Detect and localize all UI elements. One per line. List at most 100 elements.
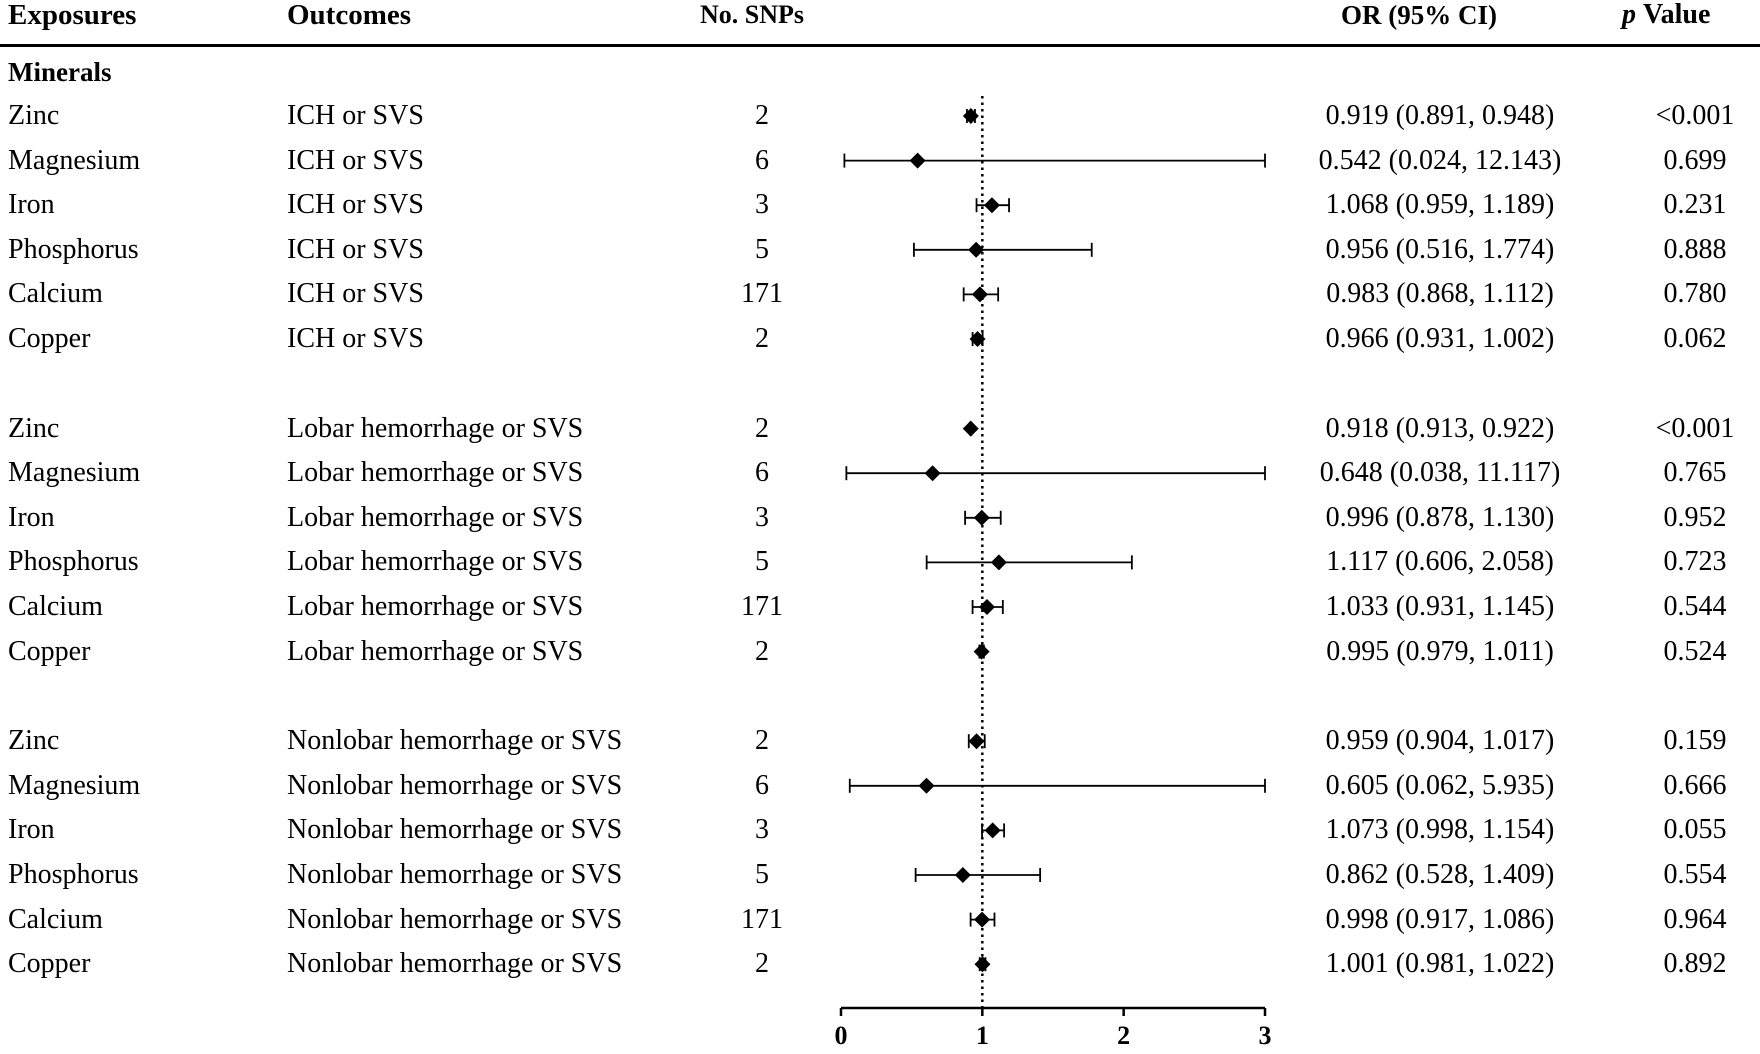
outcome-cell: Lobar hemorrhage or SVS xyxy=(287,591,584,622)
or-ci-cell: 1.073 (0.998, 1.154) xyxy=(1325,814,1555,846)
p-value-cell: 0.554 xyxy=(1663,859,1727,890)
outcome-cell: ICH or SVS xyxy=(287,323,424,354)
or-ci-cell: 0.648 (0.038, 11.117) xyxy=(1319,457,1561,489)
section-title: Minerals xyxy=(8,57,112,87)
snps-cell: 3 xyxy=(755,814,769,846)
table-row: Zinc Lobar hemorrhage or SVS 2 0.918 (0.913… xyxy=(0,407,1760,451)
outcome-cell: Nonlobar hemorrhage or SVS xyxy=(287,769,623,801)
outcome-cell: Nonlobar hemorrhage or SVS xyxy=(287,859,623,890)
table-row: Phosphorus Lobar hemorrhage or SVS 5 1.117 … xyxy=(0,540,1760,584)
table-row: Iron Nonlobar hemorrhage or SVS 3 1.073 (0.… xyxy=(0,808,1760,852)
header-p-rest: Value xyxy=(1643,0,1711,30)
p-value-cell: 0.524 xyxy=(1663,635,1727,667)
exposure-cell: Zinc xyxy=(8,725,60,757)
p-value-cell: 0.892 xyxy=(1663,948,1727,980)
or-ci-cell: 0.959 (0.904, 1.017) xyxy=(1325,725,1555,757)
or-ci-cell: 0.862 (0.528, 1.409) xyxy=(1325,859,1555,890)
exposure-cell: Iron xyxy=(8,814,55,846)
p-value-cell: 0.723 xyxy=(1663,546,1727,578)
or-ci-cell: 1.001 (0.981, 1.022) xyxy=(1325,948,1555,980)
exposure-cell: Magnesium xyxy=(8,769,141,801)
p-value-cell: 0.159 xyxy=(1663,725,1727,757)
exposure-cell: Iron xyxy=(8,501,55,533)
table-row: Copper Nonlobar hemorrhage or SVS 2 1.001 (… xyxy=(0,942,1760,986)
p-value-cell: 0.780 xyxy=(1663,278,1727,310)
point-estimate-marker xyxy=(968,733,985,750)
header-outcomes: Outcomes xyxy=(287,0,412,31)
snps-cell: 5 xyxy=(755,546,769,578)
table-row: Phosphorus Nonlobar hemorrhage or SVS 5 0.8… xyxy=(0,853,1760,897)
point-estimate-marker xyxy=(918,777,935,794)
exposure-cell: Copper xyxy=(8,948,91,980)
outcome-cell: ICH or SVS xyxy=(287,100,424,131)
point-estimate-marker xyxy=(978,599,995,615)
point-estimate-marker xyxy=(984,822,1001,839)
snps-cell: 6 xyxy=(755,457,769,489)
or-ci-cell: 0.983 (0.868, 1.112) xyxy=(1326,278,1554,310)
table-row: Calcium Lobar hemorrhage or SVS 171 1.033 (… xyxy=(0,585,1760,629)
exposure-cell: Phosphorus xyxy=(8,233,139,265)
or-ci-cell: 1.117 (0.606, 2.058) xyxy=(1326,546,1554,578)
point-estimate-marker xyxy=(990,554,1007,571)
outcome-cell: Lobar hemorrhage or SVS xyxy=(287,501,584,533)
p-value-cell: <0.001 xyxy=(1655,100,1735,131)
table-row: Zinc Nonlobar hemorrhage or SVS 2 0.959 (0.… xyxy=(0,719,1760,763)
snps-cell: 6 xyxy=(755,769,769,801)
exposure-cell: Calcium xyxy=(8,278,103,310)
table-row: Magnesium ICH or SVS 6 0.542 (0.024, 12.143… xyxy=(0,139,1760,183)
x-tick-label: 1 xyxy=(976,1021,989,1050)
exposure-cell: Phosphorus xyxy=(8,859,139,890)
exposure-cell: Copper xyxy=(8,323,91,354)
snps-cell: 2 xyxy=(755,100,769,131)
or-ci-cell: 1.068 (0.959, 1.189) xyxy=(1325,189,1555,221)
point-estimate-marker xyxy=(962,108,979,124)
point-estimate-marker xyxy=(974,956,991,973)
table-row: Copper Lobar hemorrhage or SVS 2 0.995 (0.9… xyxy=(0,630,1760,674)
outcome-cell: ICH or SVS xyxy=(287,278,424,310)
snps-cell: 171 xyxy=(741,903,783,935)
exposure-cell: Calcium xyxy=(8,903,103,935)
or-ci-cell: 0.966 (0.931, 1.002) xyxy=(1325,323,1555,354)
outcome-cell: Lobar hemorrhage or SVS xyxy=(287,546,584,578)
or-ci-cell: 0.956 (0.516, 1.774) xyxy=(1325,233,1555,265)
or-ci-cell: 0.918 (0.913, 0.922) xyxy=(1325,412,1555,444)
point-estimate-marker xyxy=(973,643,990,660)
snps-cell: 171 xyxy=(741,591,783,622)
exposure-cell: Calcium xyxy=(8,591,103,622)
p-value-cell: <0.001 xyxy=(1655,412,1735,444)
snps-cell: 3 xyxy=(755,501,769,533)
p-value-cell: 0.062 xyxy=(1663,323,1727,354)
point-estimate-marker xyxy=(962,420,979,437)
exposure-cell: Copper xyxy=(8,635,91,667)
outcome-cell: Lobar hemorrhage or SVS xyxy=(287,457,584,489)
p-value-cell: 0.699 xyxy=(1663,144,1727,176)
p-value-cell: 0.231 xyxy=(1663,189,1727,221)
exposure-cell: Zinc xyxy=(8,100,60,131)
or-ci-cell: 0.998 (0.917, 1.086) xyxy=(1325,903,1555,935)
x-tick-label: 2 xyxy=(1117,1021,1130,1050)
exposure-cell: Magnesium xyxy=(8,457,141,489)
p-value-cell: 0.055 xyxy=(1663,814,1727,846)
outcome-cell: Nonlobar hemorrhage or SVS xyxy=(287,725,623,757)
table-row: Zinc ICH or SVS 2 0.919 (0.891, 0.948) <0.00… xyxy=(0,94,1760,138)
point-estimate-marker xyxy=(954,867,971,883)
table-row: Calcium ICH or SVS 171 0.983 (0.868, 1.112)… xyxy=(0,272,1760,316)
point-estimate-marker xyxy=(909,152,926,169)
snps-cell: 2 xyxy=(755,635,769,667)
header-exposures: Exposures xyxy=(8,0,137,31)
point-estimate-marker xyxy=(924,465,941,482)
table-row: Magnesium Lobar hemorrhage or SVS 6 0.648 (… xyxy=(0,451,1760,495)
or-ci-cell: 0.919 (0.891, 0.948) xyxy=(1325,100,1555,131)
x-tick-label: 3 xyxy=(1259,1021,1272,1050)
or-ci-cell: 1.033 (0.931, 1.145) xyxy=(1325,591,1555,622)
outcome-cell: Nonlobar hemorrhage or SVS xyxy=(287,903,623,935)
exposure-cell: Zinc xyxy=(8,412,60,444)
header-rule xyxy=(0,44,1760,47)
header-p-italic: p xyxy=(1622,0,1636,30)
snps-cell: 2 xyxy=(755,412,769,444)
point-estimate-marker xyxy=(969,331,986,347)
snps-cell: 5 xyxy=(755,859,769,890)
outcome-cell: ICH or SVS xyxy=(287,233,424,265)
snps-cell: 5 xyxy=(755,233,769,265)
table-row: Iron ICH or SVS 3 1.068 (0.959, 1.189) 0.231 xyxy=(0,183,1760,227)
